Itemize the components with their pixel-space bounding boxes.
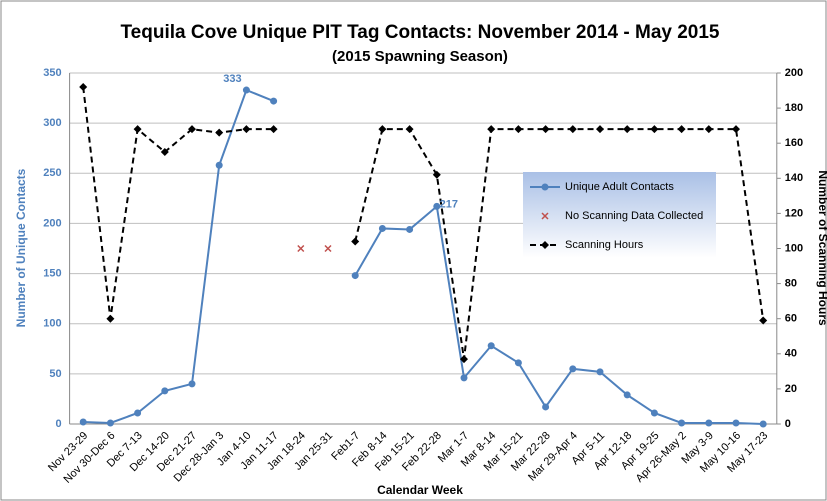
y2-tick-label: 180 xyxy=(785,102,803,114)
x-axis-label: Calendar Week xyxy=(377,483,463,497)
point xyxy=(215,128,224,137)
point xyxy=(623,391,631,399)
point xyxy=(460,374,468,382)
chart-title: Tequila Cove Unique PIT Tag Contacts: No… xyxy=(120,22,719,43)
point xyxy=(405,125,414,134)
chart-subtitle: (2015 Spawning Season) xyxy=(332,48,508,65)
legend-label: Scanning Hours xyxy=(565,239,644,251)
data-label: 217 xyxy=(440,198,458,210)
point xyxy=(759,420,767,428)
y2-tick-label: 40 xyxy=(785,348,797,360)
data-label: 333 xyxy=(223,73,241,85)
point xyxy=(704,125,713,134)
point xyxy=(406,225,414,233)
point xyxy=(623,125,632,134)
y2-tick-label: 200 xyxy=(785,67,803,79)
point xyxy=(460,355,468,364)
y2-tick-label: 80 xyxy=(785,278,797,290)
point xyxy=(759,316,768,325)
point xyxy=(242,125,251,134)
y2-tick-label: 20 xyxy=(785,383,797,395)
point xyxy=(324,244,332,253)
legend-label: No Scanning Data Collected xyxy=(565,210,703,222)
y2-tick-label: 100 xyxy=(785,242,803,254)
point xyxy=(160,147,169,156)
point xyxy=(732,125,740,134)
point xyxy=(433,202,441,210)
point xyxy=(79,418,87,426)
point xyxy=(596,125,604,134)
point xyxy=(487,125,496,134)
point xyxy=(161,387,169,395)
y2-axis-label: Number of Scanning Hours xyxy=(816,170,827,326)
point xyxy=(650,409,658,417)
y-tick-label: 350 xyxy=(43,67,61,79)
series-line xyxy=(82,86,765,360)
point xyxy=(541,125,550,134)
point xyxy=(297,244,305,253)
point xyxy=(705,419,713,427)
point xyxy=(106,314,115,323)
point xyxy=(188,380,196,388)
point xyxy=(568,125,577,134)
y-tick-label: 0 xyxy=(55,418,61,430)
point xyxy=(677,125,686,134)
y-tick-label: 250 xyxy=(43,167,61,179)
y2-tick-label: 120 xyxy=(785,207,803,219)
point xyxy=(569,365,577,373)
point xyxy=(432,170,441,179)
point xyxy=(133,125,142,134)
y-tick-label: 150 xyxy=(43,267,61,279)
y-tick-label: 300 xyxy=(43,117,61,129)
series-line xyxy=(83,88,764,425)
legend-marker xyxy=(541,241,549,249)
y-tick-label: 100 xyxy=(43,318,61,330)
y-tick-label: 200 xyxy=(43,217,61,229)
y-axis-label: Number of Unique Contacts xyxy=(14,168,28,327)
point xyxy=(378,224,386,232)
point xyxy=(269,125,278,134)
y2-tick-label: 160 xyxy=(785,137,803,149)
point xyxy=(270,97,278,105)
point xyxy=(106,419,114,427)
y2-tick-label: 140 xyxy=(785,172,803,184)
point xyxy=(542,403,550,411)
point xyxy=(678,419,686,427)
point xyxy=(79,83,88,92)
legend-label: Unique Adult Contacts xyxy=(565,181,674,193)
point xyxy=(215,161,223,169)
point xyxy=(378,125,387,134)
point xyxy=(134,409,142,417)
legend-marker xyxy=(541,212,549,220)
y2-tick-label: 60 xyxy=(785,313,797,325)
point xyxy=(188,125,196,134)
point xyxy=(487,342,495,350)
legend-marker xyxy=(541,183,549,191)
point xyxy=(351,272,359,280)
point xyxy=(242,86,250,94)
point xyxy=(514,359,522,367)
y-tick-label: 50 xyxy=(49,368,61,380)
point xyxy=(650,125,659,134)
point xyxy=(514,125,523,134)
y2-tick-label: 0 xyxy=(785,418,791,430)
point xyxy=(351,237,360,246)
point xyxy=(596,368,604,376)
point xyxy=(732,419,740,427)
